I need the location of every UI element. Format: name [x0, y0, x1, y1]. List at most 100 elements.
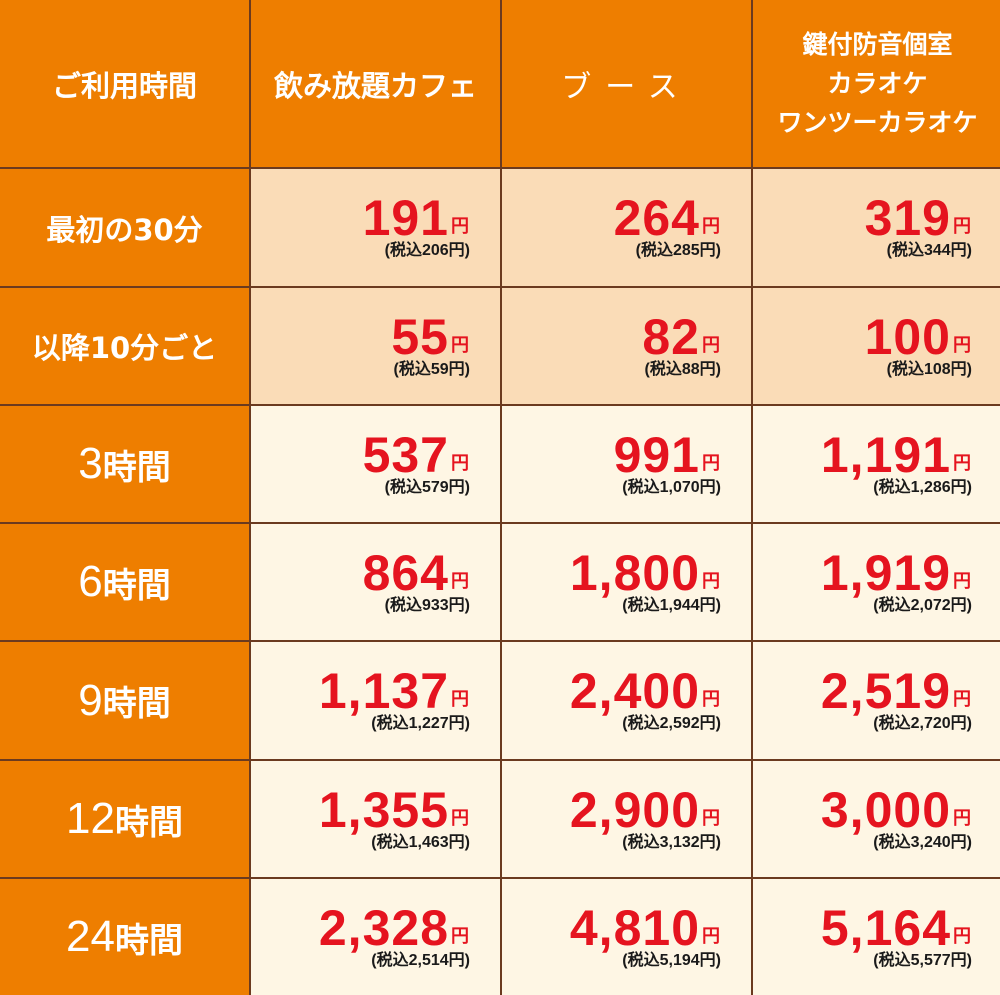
row-label-text: 以降10分ごと	[31, 331, 218, 365]
price-amount: 1,919	[820, 545, 951, 601]
row-label-3h: 3 時間	[0, 406, 249, 522]
price-cell: 1,137 円 (税込1,227円)	[251, 642, 500, 759]
price-amount: 537	[362, 427, 449, 483]
price-cell: 191 円 (税込206円)	[251, 169, 500, 286]
header-karaoke-line-1: 鍵付防音個室	[802, 30, 953, 59]
tax-included-price: (税込344円)	[886, 242, 972, 259]
row-label-suffix: 時間	[114, 802, 183, 843]
price-cell: 1,191 円 (税込1,286円)	[753, 406, 1000, 522]
price-amount: 264	[613, 190, 700, 246]
tax-included-price: (税込3,132円)	[622, 834, 721, 851]
price-cell: 991 円 (税込1,070円)	[502, 406, 751, 522]
price-cell: 319 円 (税込344円)	[753, 169, 1000, 286]
header-drink-cafe: 飲み放題カフェ	[251, 0, 500, 167]
tax-included-price: (税込2,514円)	[371, 952, 470, 969]
tax-included-price: (税込3,240円)	[873, 834, 972, 851]
price-cell: 1,355 円 (税込1,463円)	[251, 761, 500, 877]
price-cell: 2,328 円 (税込2,514円)	[251, 879, 500, 995]
price-cell: 5,164 円 (税込5,577円)	[753, 879, 1000, 995]
header-karaoke-line-3: ワンツーカラオケ	[777, 108, 978, 137]
tax-included-price: (税込5,194円)	[622, 952, 721, 969]
yen-unit: 円	[953, 689, 972, 710]
yen-unit: 円	[702, 571, 721, 592]
price-amount: 4,810	[569, 900, 700, 956]
header-booth-label: ブース	[561, 69, 692, 105]
yen-unit: 円	[451, 926, 470, 947]
tax-included-price: (税込1,286円)	[873, 479, 972, 496]
price-cell: 3,000 円 (税込3,240円)	[753, 761, 1000, 877]
yen-unit: 円	[451, 335, 470, 356]
yen-unit: 円	[702, 926, 721, 947]
price-amount: 191	[362, 190, 449, 246]
row-label-suffix: 時間	[102, 565, 171, 606]
row-label-6h: 6 時間	[0, 524, 249, 640]
row-label-text: 最初の30分	[46, 212, 203, 247]
yen-unit: 円	[702, 689, 721, 710]
header-usage-time-label: ご利用時間	[51, 68, 197, 103]
price-amount: 1,137	[318, 663, 449, 719]
tax-included-price: (税込2,072円)	[873, 597, 972, 614]
row-label-9h: 9 時間	[0, 642, 249, 759]
price-amount: 1,355	[318, 782, 449, 838]
tax-included-price: (税込59円)	[393, 361, 470, 378]
header-drink-cafe-label: 飲み放題カフェ	[273, 68, 477, 103]
yen-unit: 円	[953, 216, 972, 237]
row-label-hours: 3	[78, 439, 103, 488]
price-amount: 3,000	[820, 782, 951, 838]
price-amount: 82	[642, 309, 700, 365]
price-cell: 82 円 (税込88円)	[502, 288, 751, 404]
yen-unit: 円	[702, 808, 721, 829]
yen-unit: 円	[953, 453, 972, 474]
price-amount: 864	[362, 545, 449, 601]
price-amount: 1,800	[569, 545, 700, 601]
yen-unit: 円	[953, 808, 972, 829]
yen-unit: 円	[953, 926, 972, 947]
row-label-hours: 6	[78, 557, 103, 606]
tax-included-price: (税込2,720円)	[873, 715, 972, 732]
price-cell: 100 円 (税込108円)	[753, 288, 1000, 404]
tax-included-price: (税込285円)	[635, 242, 721, 259]
tax-included-price: (税込88円)	[644, 361, 721, 378]
yen-unit: 円	[451, 571, 470, 592]
price-cell: 2,519 円 (税込2,720円)	[753, 642, 1000, 759]
price-cell: 2,900 円 (税込3,132円)	[502, 761, 751, 877]
row-label-per-10min: 以降10分ごと	[0, 288, 249, 404]
tax-included-price: (税込933円)	[384, 597, 470, 614]
price-amount: 2,900	[569, 782, 700, 838]
tax-included-price: (税込1,070円)	[622, 479, 721, 496]
header-usage-time: ご利用時間	[0, 0, 249, 167]
yen-unit: 円	[451, 453, 470, 474]
yen-unit: 円	[702, 453, 721, 474]
price-amount: 991	[613, 427, 700, 483]
price-amount: 2,328	[318, 900, 449, 956]
row-label-first-30min: 最初の30分	[0, 169, 249, 286]
price-cell: 1,800 円 (税込1,944円)	[502, 524, 751, 640]
row-label-suffix: 時間	[114, 920, 183, 961]
row-label-hours: 24	[66, 912, 115, 961]
price-amount: 55	[391, 309, 449, 365]
price-cell: 264 円 (税込285円)	[502, 169, 751, 286]
row-label-hours: 9	[78, 675, 103, 725]
yen-unit: 円	[451, 216, 470, 237]
tax-included-price: (税込579円)	[384, 479, 470, 496]
price-amount: 2,400	[569, 663, 700, 719]
price-cell: 55 円 (税込59円)	[251, 288, 500, 404]
row-label-suffix: 時間	[102, 684, 171, 724]
yen-unit: 円	[702, 216, 721, 237]
header-booth: ブース	[502, 0, 751, 167]
tax-included-price: (税込5,577円)	[873, 952, 972, 969]
tax-included-price: (税込206円)	[384, 242, 470, 259]
price-cell: 4,810 円 (税込5,194円)	[502, 879, 751, 995]
tax-included-price: (税込1,227円)	[371, 715, 470, 732]
price-amount: 100	[864, 309, 951, 365]
yen-unit: 円	[451, 689, 470, 710]
price-amount: 2,519	[820, 663, 951, 719]
row-label-24h: 24 時間	[0, 879, 249, 995]
tax-included-price: (税込1,463円)	[371, 834, 470, 851]
row-label-hours: 12	[66, 794, 115, 843]
price-amount: 319	[864, 190, 951, 246]
price-cell: 537 円 (税込579円)	[251, 406, 500, 522]
price-cell: 1,919 円 (税込2,072円)	[753, 524, 1000, 640]
header-karaoke-line-2: カラオケ	[827, 69, 928, 98]
